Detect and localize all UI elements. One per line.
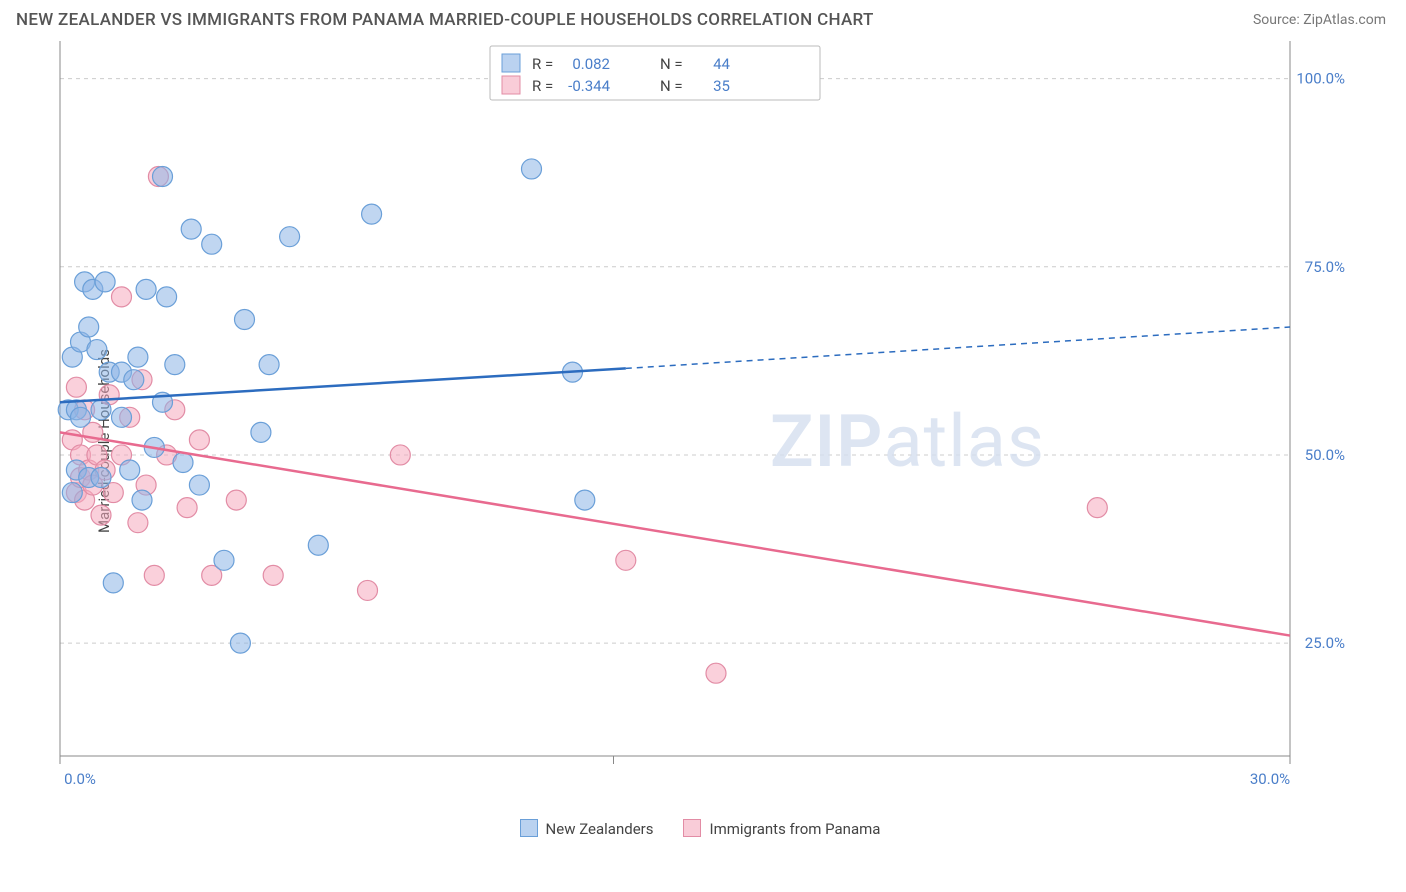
chart-title: NEW ZEALANDER VS IMMIGRANTS FROM PANAMA …: [16, 10, 874, 30]
svg-text:50.0%: 50.0%: [1305, 446, 1345, 464]
svg-text:75.0%: 75.0%: [1305, 258, 1345, 276]
series-blue-points: [58, 159, 595, 653]
chart-area: Married-couple Households ZIPatlas R = 0…: [0, 36, 1406, 846]
watermark: ZIPatlas: [770, 399, 1045, 484]
svg-text:R =: R =: [532, 55, 553, 73]
source-label: Source: ZipAtlas.com: [1253, 12, 1386, 28]
svg-text:100.0%: 100.0%: [1296, 70, 1345, 88]
legend-item-blue: New Zealanders: [520, 819, 654, 838]
swatch-pink-icon: [683, 819, 701, 837]
svg-text:30.0%: 30.0%: [1250, 770, 1290, 788]
svg-text:35: 35: [713, 77, 730, 95]
title-bar: NEW ZEALANDER VS IMMIGRANTS FROM PANAMA …: [0, 0, 1406, 36]
svg-text:0.082: 0.082: [572, 55, 610, 73]
svg-text:44: 44: [713, 55, 730, 73]
swatch-blue-icon: [520, 819, 538, 837]
bottom-legend: New Zealanders Immigrants from Panama: [50, 819, 1350, 838]
stats-legend: R = 0.082 N = 44 R = -0.344 N = 35: [490, 46, 820, 100]
svg-text:N =: N =: [660, 55, 683, 73]
x-tick-labels: 0.0% 30.0%: [64, 770, 1290, 788]
scatter-plot: ZIPatlas R = 0.082 N = 44 R = -0.344 N =…: [50, 36, 1350, 806]
legend-item-pink: Immigrants from Panama: [683, 819, 880, 838]
axes: [60, 41, 1290, 764]
svg-text:R =: R =: [532, 77, 553, 95]
svg-text:25.0%: 25.0%: [1305, 634, 1345, 652]
trend-lines: [60, 327, 1290, 636]
svg-text:0.0%: 0.0%: [64, 770, 96, 788]
svg-text:N =: N =: [660, 77, 683, 95]
gridlines: [60, 79, 1290, 643]
svg-text:-0.344: -0.344: [568, 77, 610, 95]
y-tick-labels: 25.0% 50.0% 75.0% 100.0%: [1296, 70, 1345, 652]
